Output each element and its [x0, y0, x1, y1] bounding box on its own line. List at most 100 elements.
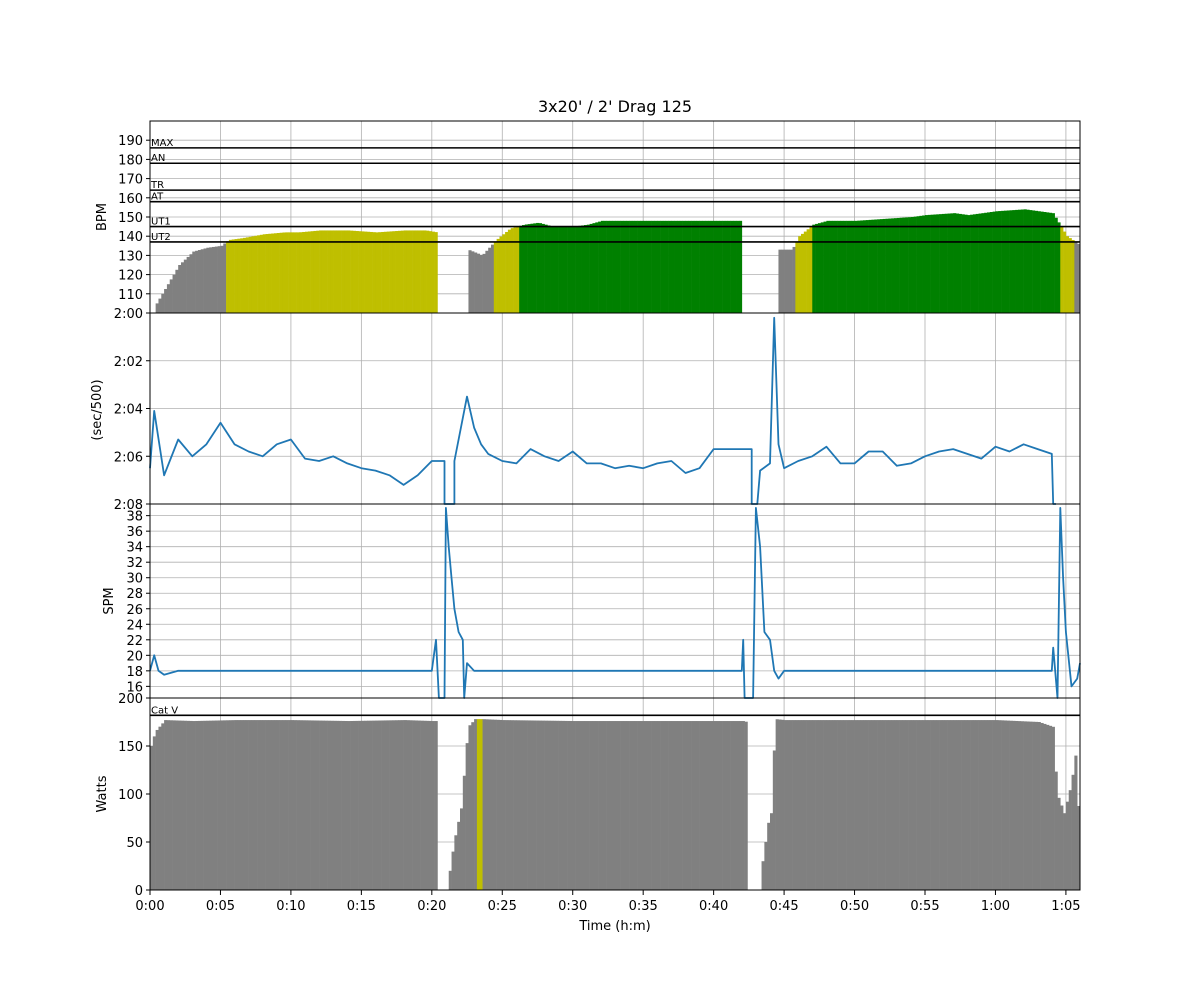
watts-bar: [434, 721, 438, 890]
watts-bar: [237, 720, 241, 890]
hr-bar: [417, 230, 421, 313]
hr-bar: [677, 220, 681, 313]
watts-bar: [1077, 806, 1081, 890]
hr-bar: [161, 293, 165, 313]
hr-bar: [392, 231, 396, 313]
watts-bar: [251, 720, 255, 890]
watts-axis-label: Watts: [95, 775, 110, 812]
watts-bar: [643, 721, 647, 890]
watts-bar: [372, 720, 376, 890]
watts-bar: [688, 721, 692, 890]
watts-bar: [586, 721, 590, 890]
y-tick-label: 2:00: [114, 307, 143, 322]
y-tick-label: 28: [126, 587, 143, 602]
hr-bar: [1057, 222, 1061, 313]
hr-bar: [998, 211, 1002, 313]
watts-bar: [431, 721, 435, 890]
watts-bar: [1065, 801, 1070, 890]
watts-bar: [352, 720, 357, 890]
hr-bar: [600, 220, 605, 313]
hr-bar: [538, 223, 543, 313]
hr-bar: [1040, 211, 1044, 313]
hr-bar: [716, 220, 720, 313]
watts-bar: [378, 720, 382, 890]
hr-bar: [183, 259, 187, 313]
watts-bar: [927, 720, 931, 890]
watts-bar: [651, 721, 655, 890]
hr-bar: [719, 220, 723, 313]
hr-bar: [240, 238, 244, 313]
watts-bar: [972, 720, 977, 890]
hr-bar: [598, 221, 602, 313]
hr-bar: [786, 249, 791, 313]
hr-bar: [553, 226, 557, 313]
watts-bar: [801, 720, 805, 890]
watts-bar: [417, 720, 421, 890]
watts-bar: [330, 720, 334, 890]
hr-bar: [646, 220, 650, 313]
watts-bar: [530, 720, 534, 890]
hr-bar: [175, 269, 179, 313]
watts-bar: [338, 720, 342, 890]
watts-bar: [1012, 720, 1016, 890]
watts-bar: [223, 720, 227, 890]
zone-label: UT2: [151, 232, 171, 243]
watts-bar: [350, 720, 354, 890]
hr-bar: [817, 223, 822, 313]
watts-bar: [152, 736, 156, 890]
watts-bar: [386, 720, 390, 890]
watts-bar: [220, 720, 224, 890]
hr-bar: [364, 231, 368, 313]
hr-bar: [885, 218, 889, 313]
watts-bar: [868, 720, 872, 890]
watts-bar: [879, 720, 884, 890]
hr-bar: [651, 220, 655, 313]
hr-bar: [485, 250, 489, 313]
hr-bar: [606, 220, 610, 313]
hr-bar: [395, 231, 399, 313]
x-tick-label: 0:30: [558, 899, 587, 914]
watts-bar: [739, 721, 743, 890]
hr-bar: [967, 215, 971, 313]
watts-bar: [961, 720, 965, 890]
hr-bar: [386, 231, 390, 313]
hr-bar: [327, 230, 331, 313]
watts-bar: [355, 720, 359, 890]
watts-bar: [837, 720, 841, 890]
hr-bar: [536, 222, 540, 313]
hr-bar: [516, 226, 520, 313]
hr-bar: [584, 225, 588, 313]
hr-bar: [834, 220, 838, 313]
watts-bar: [491, 719, 495, 890]
watts-bar: [891, 720, 895, 890]
watts-bar: [155, 729, 159, 890]
zone-label: UT1: [151, 217, 171, 228]
hr-bar: [265, 234, 269, 313]
watts-bar: [956, 720, 960, 890]
hr-bar: [296, 232, 300, 313]
hr-bar: [843, 220, 847, 313]
spm-line: [149, 507, 1081, 699]
hr-bar: [975, 213, 979, 313]
hr-bar: [894, 218, 898, 313]
hr-bar: [569, 226, 574, 313]
watts-bar: [815, 720, 819, 890]
hr-bar: [1034, 210, 1039, 313]
hr-bar: [507, 229, 512, 313]
watts-bar: [321, 720, 326, 890]
watts-bar: [569, 721, 574, 890]
hr-bar: [603, 220, 607, 313]
hr-bar: [474, 252, 478, 313]
watts-bar: [691, 721, 695, 890]
watts-bar: [877, 720, 881, 890]
hr-bar: [234, 239, 238, 313]
hr-bar: [513, 227, 517, 313]
watts-bar: [660, 721, 664, 890]
watts-bar: [172, 720, 176, 890]
hr-bar: [307, 231, 311, 313]
watts-bar: [657, 721, 661, 890]
hr-bar: [995, 211, 999, 313]
watts-bar: [910, 720, 915, 890]
y-tick-label: 130: [118, 249, 143, 264]
